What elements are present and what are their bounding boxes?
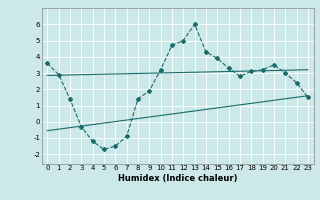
X-axis label: Humidex (Indice chaleur): Humidex (Indice chaleur) bbox=[118, 174, 237, 183]
